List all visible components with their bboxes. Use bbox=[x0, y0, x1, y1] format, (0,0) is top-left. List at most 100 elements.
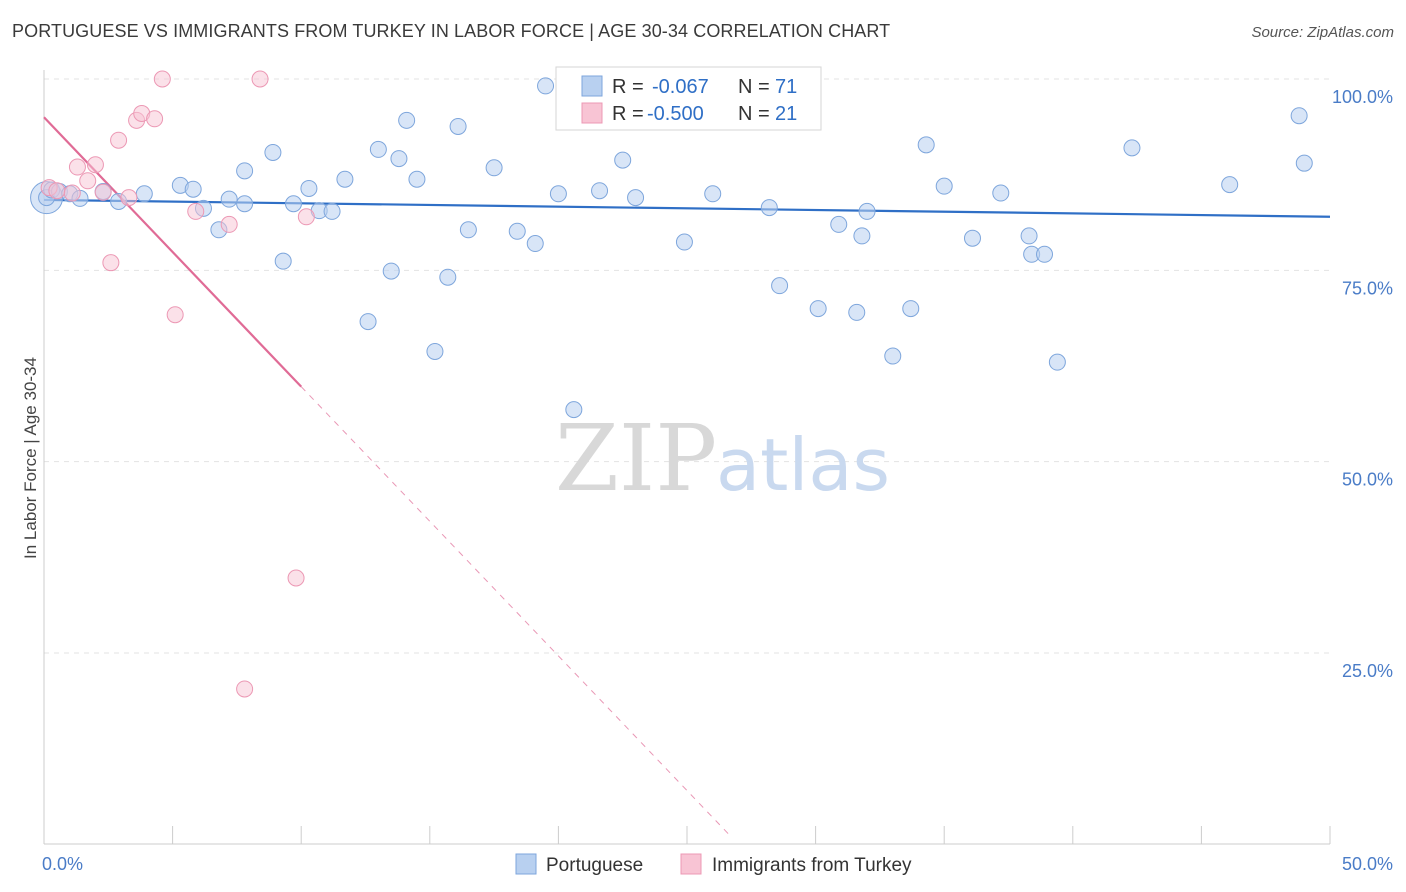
bottom-legend-portuguese: Portuguese bbox=[546, 855, 643, 876]
x-tick-label-0: 0.0% bbox=[42, 854, 83, 874]
legend-swatch-turkey bbox=[581, 102, 603, 124]
point-portuguese-63 bbox=[1221, 176, 1239, 194]
point-portuguese-32 bbox=[485, 159, 503, 177]
point-portuguese-55 bbox=[935, 177, 953, 195]
point-portuguese-60 bbox=[1036, 245, 1054, 263]
point-portuguese-33 bbox=[508, 222, 526, 240]
trend-line-portuguese bbox=[43, 198, 1331, 218]
source-credit: Source: ZipAtlas.com bbox=[1251, 24, 1394, 41]
legend-n-label-1: N = bbox=[738, 76, 770, 98]
y-tick-label-1: 75.0% bbox=[1342, 278, 1393, 298]
point-turkey-20 bbox=[297, 208, 315, 226]
point-portuguese-24 bbox=[382, 262, 400, 280]
point-portuguese-54 bbox=[917, 136, 935, 154]
point-turkey-16 bbox=[220, 215, 238, 233]
point-turkey-4 bbox=[79, 172, 97, 190]
point-portuguese-30 bbox=[449, 117, 467, 135]
point-portuguese-12 bbox=[220, 190, 238, 208]
axes bbox=[43, 70, 1331, 845]
point-portuguese-47 bbox=[809, 300, 827, 318]
point-portuguese-57 bbox=[992, 184, 1010, 202]
point-portuguese-37 bbox=[565, 401, 583, 419]
point-portuguese-27 bbox=[408, 170, 426, 188]
y-tick-labels: 100.0% 75.0% 50.0% 25.0% bbox=[1332, 87, 1393, 681]
point-portuguese-15 bbox=[264, 143, 282, 161]
point-portuguese-45 bbox=[771, 277, 789, 295]
point-portuguese-44 bbox=[760, 199, 778, 217]
point-portuguese-53 bbox=[902, 300, 920, 318]
point-turkey-9 bbox=[120, 189, 138, 207]
bottom-legend-swatch-portuguese bbox=[515, 853, 537, 875]
point-portuguese-52 bbox=[884, 347, 902, 365]
point-portuguese-49 bbox=[848, 303, 866, 321]
point-portuguese-17 bbox=[284, 195, 302, 213]
x-tick-labels: 0.0% 50.0% bbox=[42, 854, 1393, 874]
legend-n-label-2: N = bbox=[738, 103, 770, 125]
point-portuguese-39 bbox=[614, 151, 632, 169]
point-portuguese-31 bbox=[459, 221, 477, 239]
point-turkey-8 bbox=[110, 131, 128, 149]
point-portuguese-20 bbox=[323, 202, 341, 220]
point-turkey-1 bbox=[48, 182, 66, 200]
x-tick-label-1: 50.0% bbox=[1342, 854, 1393, 874]
watermark-atlas: atlas bbox=[716, 423, 890, 507]
point-portuguese-14 bbox=[236, 162, 254, 180]
point-turkey-14 bbox=[166, 306, 184, 324]
point-portuguese-62 bbox=[1123, 139, 1141, 157]
point-turkey-3 bbox=[68, 158, 86, 176]
point-turkey-12 bbox=[146, 110, 164, 128]
bottom-legend-swatch-turkey bbox=[680, 853, 702, 875]
y-tick-label-0: 100.0% bbox=[1332, 87, 1393, 107]
point-portuguese-56 bbox=[963, 229, 981, 247]
point-turkey-19 bbox=[287, 569, 305, 587]
point-portuguese-23 bbox=[369, 140, 387, 158]
y-tick-label-2: 50.0% bbox=[1342, 470, 1393, 490]
point-portuguese-22 bbox=[359, 313, 377, 331]
point-portuguese-26 bbox=[398, 111, 416, 129]
series-legend: Portuguese Immigrants from Turkey bbox=[515, 853, 912, 876]
legend-n-value-2: 21 bbox=[775, 103, 797, 125]
point-turkey-17 bbox=[236, 680, 254, 698]
point-portuguese-65 bbox=[1295, 154, 1313, 172]
point-portuguese-38 bbox=[591, 182, 609, 200]
stats-legend: R = -0.067 N = 71 R = -0.500 N = 21 bbox=[555, 66, 822, 131]
gridlines bbox=[44, 78, 1330, 654]
point-portuguese-61 bbox=[1048, 353, 1066, 371]
point-portuguese-50 bbox=[853, 227, 871, 245]
point-portuguese-51 bbox=[858, 202, 876, 220]
point-portuguese-25 bbox=[390, 150, 408, 168]
point-portuguese-42 bbox=[704, 185, 722, 203]
legend-r-value-2: -0.500 bbox=[647, 103, 704, 125]
bottom-legend-turkey: Immigrants from Turkey bbox=[712, 855, 912, 876]
point-portuguese-48 bbox=[830, 215, 848, 233]
point-turkey-7 bbox=[102, 254, 120, 272]
legend-r-label-2: R = bbox=[612, 103, 644, 125]
point-portuguese-29 bbox=[439, 268, 457, 286]
point-portuguese-64 bbox=[1290, 107, 1308, 125]
point-turkey-18 bbox=[251, 70, 269, 88]
trend-lines bbox=[43, 116, 1331, 834]
zipatlas-watermark: ZIP atlas bbox=[555, 405, 890, 512]
point-portuguese-9 bbox=[184, 180, 202, 198]
legend-n-value-1: 71 bbox=[775, 76, 797, 98]
y-axis-label: In Labor Force | Age 30-34 bbox=[21, 357, 40, 559]
point-portuguese-18 bbox=[300, 179, 318, 197]
point-portuguese-7 bbox=[135, 185, 153, 203]
watermark-zip: ZIP bbox=[555, 405, 717, 512]
data-points bbox=[30, 70, 1313, 698]
point-turkey-2 bbox=[63, 184, 81, 202]
trend-line-turkey bbox=[43, 116, 302, 388]
point-portuguese-41 bbox=[675, 233, 693, 251]
point-turkey-13 bbox=[153, 70, 171, 88]
point-portuguese-58 bbox=[1020, 227, 1038, 245]
point-turkey-5 bbox=[86, 156, 104, 174]
point-portuguese-28 bbox=[426, 342, 444, 360]
point-portuguese-35 bbox=[537, 77, 555, 95]
y-tick-label-3: 25.0% bbox=[1342, 661, 1393, 681]
point-portuguese-36 bbox=[549, 185, 567, 203]
point-portuguese-21 bbox=[336, 170, 354, 188]
legend-r-label-1: R = bbox=[612, 76, 644, 98]
point-portuguese-34 bbox=[526, 235, 544, 253]
point-portuguese-13 bbox=[236, 195, 254, 213]
